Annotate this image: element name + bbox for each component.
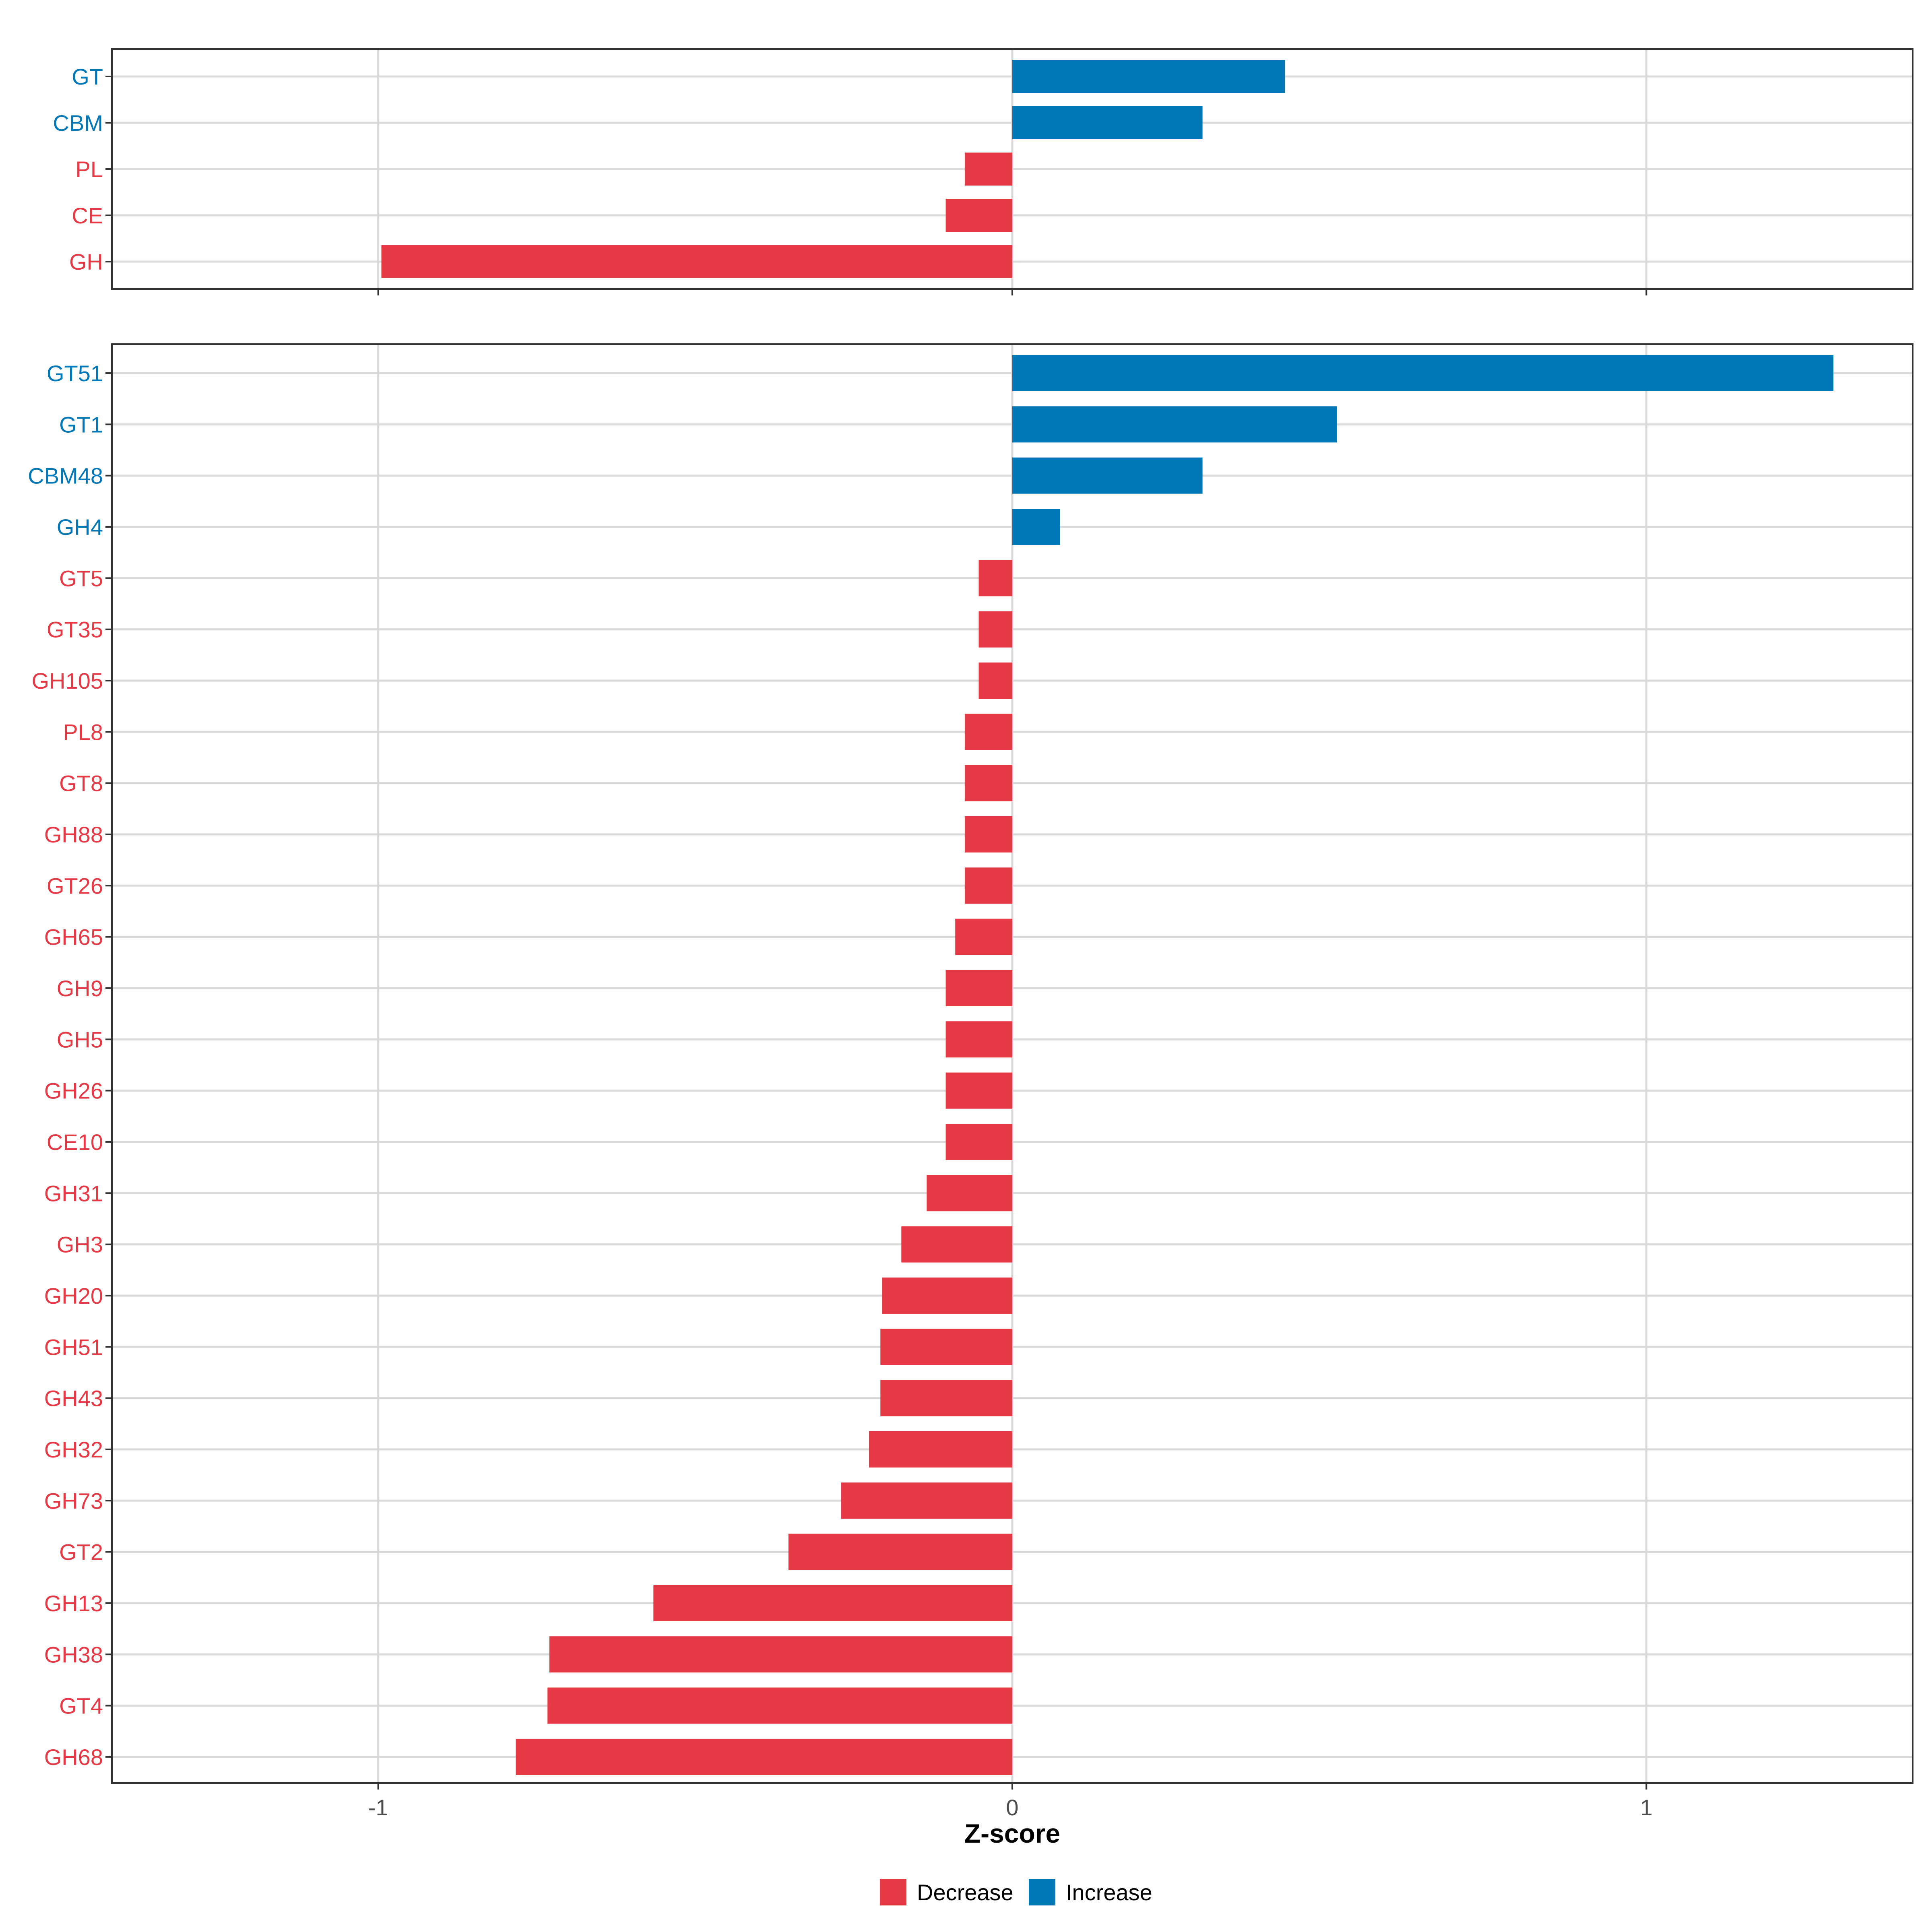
bar-gh43 bbox=[880, 1380, 1012, 1416]
bar-gh26 bbox=[945, 1072, 1012, 1109]
y-tick-label-ce10: CE10 bbox=[47, 1129, 103, 1155]
y-tick-label-gh88: GH88 bbox=[44, 822, 103, 847]
legend-swatch-increase bbox=[1029, 1879, 1055, 1905]
y-tick-label-ce: CE bbox=[72, 203, 103, 228]
bar-gt8 bbox=[964, 765, 1012, 801]
x-tick-label: 1 bbox=[1640, 1795, 1653, 1820]
bar-ce bbox=[945, 199, 1012, 232]
bar-gt bbox=[1012, 60, 1285, 93]
y-tick-label-gh5: GH5 bbox=[57, 1027, 103, 1052]
bar-gt4 bbox=[547, 1687, 1012, 1724]
x-axis-title: Z-score bbox=[964, 1818, 1060, 1848]
y-tick-label-gh65: GH65 bbox=[44, 925, 103, 950]
y-tick-label-gh9: GH9 bbox=[57, 976, 103, 1001]
y-tick-label-gh26: GH26 bbox=[44, 1078, 103, 1104]
bar-gh32 bbox=[869, 1431, 1012, 1468]
x-tick-label: -1 bbox=[368, 1795, 388, 1820]
y-tick-label-pl: PL bbox=[76, 157, 103, 182]
bar-gt26 bbox=[964, 867, 1012, 904]
y-tick-label-gh43: GH43 bbox=[44, 1386, 103, 1411]
y-tick-label-gh31: GH31 bbox=[44, 1181, 103, 1206]
y-tick-label-gh32: GH32 bbox=[44, 1437, 103, 1462]
y-tick-label-gt2: GT2 bbox=[59, 1540, 103, 1565]
bar-gh68 bbox=[516, 1738, 1012, 1775]
y-tick-label-gt51: GT51 bbox=[47, 361, 103, 386]
bar-gh65 bbox=[955, 919, 1012, 955]
bar-gh9 bbox=[945, 970, 1012, 1006]
bar-ce10 bbox=[945, 1123, 1012, 1160]
y-tick-label-gh51: GH51 bbox=[44, 1334, 103, 1360]
bar-gh51 bbox=[880, 1329, 1012, 1365]
y-tick-label-gh4: GH4 bbox=[57, 514, 103, 540]
y-tick-label-cbm: CBM bbox=[53, 110, 103, 136]
bar-gh73 bbox=[841, 1482, 1012, 1519]
y-tick-label-gh20: GH20 bbox=[44, 1283, 103, 1309]
bar-gh13 bbox=[653, 1585, 1012, 1621]
y-tick-label-cbm48: CBM48 bbox=[28, 463, 103, 489]
bar-gt51 bbox=[1012, 355, 1834, 391]
y-tick-label-gh13: GH13 bbox=[44, 1591, 103, 1616]
y-tick-label-gh3: GH3 bbox=[57, 1232, 103, 1257]
legend: Decrease Increase bbox=[880, 1879, 1152, 1905]
y-tick-label-gh105: GH105 bbox=[32, 668, 103, 694]
bar-gh5 bbox=[945, 1021, 1012, 1058]
y-tick-label-gh38: GH38 bbox=[44, 1642, 103, 1667]
y-tick-label-gt: GT bbox=[72, 64, 103, 89]
bar-gh38 bbox=[549, 1636, 1012, 1673]
y-tick-label-gt8: GT8 bbox=[59, 771, 103, 796]
legend-label-decrease: Decrease bbox=[917, 1880, 1013, 1905]
y-tick-label-gt1: GT1 bbox=[59, 412, 103, 437]
y-tick-label-gt26: GT26 bbox=[47, 873, 103, 898]
bar-gh3 bbox=[901, 1226, 1012, 1263]
y-tick-label-gh73: GH73 bbox=[44, 1488, 103, 1513]
bar-gh88 bbox=[964, 816, 1012, 852]
y-tick-label-gt5: GT5 bbox=[59, 566, 103, 591]
legend-label-increase: Increase bbox=[1066, 1880, 1152, 1905]
bar-pl8 bbox=[964, 714, 1012, 750]
bar-cbm bbox=[1012, 106, 1203, 139]
y-tick-label-gt35: GT35 bbox=[47, 617, 103, 642]
y-tick-label-gt4: GT4 bbox=[59, 1693, 103, 1719]
bar-gh105 bbox=[978, 662, 1012, 699]
legend-swatch-decrease bbox=[880, 1879, 906, 1905]
bar-gh4 bbox=[1012, 508, 1060, 545]
y-tick-label-gh68: GH68 bbox=[44, 1744, 103, 1770]
bar-cbm48 bbox=[1012, 457, 1203, 494]
bar-pl bbox=[964, 153, 1012, 186]
bar-gt35 bbox=[978, 611, 1012, 648]
bar-gh31 bbox=[927, 1175, 1012, 1212]
bottom-panel: GT51 GT1 CBM48 GH4 GT5 GT35 GH105 PL8 GT8 GH88 GT2… bbox=[28, 343, 1913, 1820]
x-tick-label: 0 bbox=[1006, 1795, 1018, 1820]
top-panel: GT CBM PL CE GH bbox=[53, 48, 1913, 295]
bar-gh20 bbox=[882, 1277, 1012, 1314]
bar-gt2 bbox=[788, 1534, 1012, 1570]
y-tick-label-gh: GH bbox=[69, 249, 103, 275]
bar-gt1 bbox=[1012, 406, 1337, 443]
bar-gt5 bbox=[978, 560, 1012, 597]
bar-gh bbox=[381, 245, 1012, 278]
y-tick-label-pl8: PL8 bbox=[63, 719, 103, 745]
